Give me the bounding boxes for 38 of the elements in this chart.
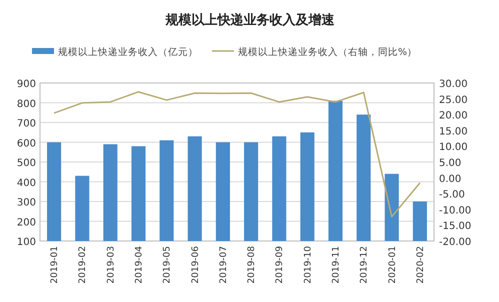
- y2-tick-label: 25.00: [439, 94, 468, 106]
- y2-tick-label: 30.00: [439, 79, 468, 90]
- y-tick-label: 900: [16, 79, 36, 90]
- y2-tick-label: 20.00: [439, 110, 468, 122]
- x-tick-label: 2019-12: [360, 246, 370, 284]
- y2-tick-label: 5.00: [439, 158, 462, 169]
- y-tick-label: 600: [16, 138, 36, 150]
- y2-tick-label: -15.00: [439, 221, 472, 232]
- legend-label: 规模以上快递业务收入（亿元）: [58, 46, 198, 58]
- y-tick-label: 800: [16, 98, 36, 110]
- x-tick-label: 2019-06: [190, 246, 201, 284]
- x-tick-label: 2019-01: [50, 246, 60, 284]
- x-tick-label: 2019-10: [303, 246, 314, 284]
- y-tick-label: 200: [16, 217, 36, 228]
- x-tick-label: 2020-01: [388, 246, 398, 284]
- y-tick-label: 700: [16, 118, 36, 130]
- y-tick-label: 300: [16, 198, 36, 208]
- y2-tick-label: 10.00: [439, 142, 468, 154]
- y2-tick-label: -10.00: [439, 205, 472, 216]
- y2-tick-label: -5.00: [439, 190, 465, 201]
- y-tick-label: 500: [16, 158, 36, 169]
- y-tick-label: 400: [16, 178, 36, 189]
- y2-tick-label: 15.00: [439, 126, 468, 138]
- y-tick-label: 100: [16, 237, 36, 248]
- y2-tick-label: -20.00: [439, 237, 472, 248]
- x-tick-label: 2020-02: [416, 246, 426, 284]
- line-series: [53, 91, 421, 218]
- x-tick-label: 2019-11: [332, 246, 342, 284]
- legend-label: 规模以上快递业务收入（右轴，同比%）: [238, 46, 418, 58]
- x-tick-label: 2019-04: [134, 246, 144, 284]
- x-tick-label: 2019-02: [78, 246, 88, 284]
- y2-tick-label: 0.00: [439, 174, 462, 185]
- x-tick-label: 2019-08: [247, 246, 258, 284]
- chart-title: 规模以上快递业务收入及增速: [164, 12, 336, 28]
- x-tick-label: 2019-05: [162, 246, 173, 284]
- x-tick-label: 2019-03: [106, 246, 116, 284]
- x-tick-label: 2019-07: [218, 246, 229, 284]
- x-tick-label: 2019-09: [275, 246, 286, 284]
